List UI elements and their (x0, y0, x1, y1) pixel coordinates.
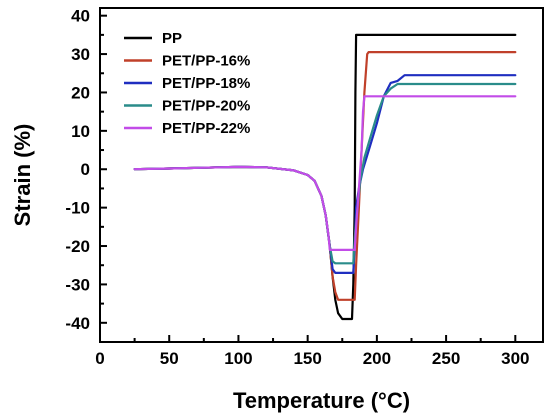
legend-label: PP (162, 30, 182, 47)
legend-label: PET/PP-16% (162, 53, 250, 70)
y-tick-label: -10 (65, 199, 90, 218)
x-tick-label: 0 (95, 349, 104, 368)
x-axis-title: Temperature (°C) (233, 388, 410, 413)
y-tick-label: 0 (81, 160, 90, 179)
y-tick-label: -20 (65, 237, 90, 256)
plot-frame (99, 7, 544, 343)
y-tick-label: 40 (71, 7, 90, 26)
x-tick-label: 300 (501, 349, 529, 368)
y-axis-title: Strain (%) (10, 124, 35, 227)
x-tick-label: 200 (363, 349, 391, 368)
y-tick-label: -30 (65, 275, 90, 294)
y-tick-label: 30 (71, 45, 90, 64)
legend-label: PET/PP-22% (162, 120, 250, 137)
y-tick-label: 20 (71, 83, 90, 102)
x-tick-label: 250 (432, 349, 460, 368)
x-tick-label: 100 (224, 349, 252, 368)
y-tick-label: 10 (71, 122, 90, 141)
legend-label: PET/PP-18% (162, 75, 250, 92)
x-tick-label: 150 (293, 349, 321, 368)
y-tick-label: -40 (65, 314, 90, 333)
series-line-4 (133, 95, 517, 251)
x-tick-label: 50 (160, 349, 179, 368)
legend-label: PET/PP-20% (162, 98, 250, 115)
